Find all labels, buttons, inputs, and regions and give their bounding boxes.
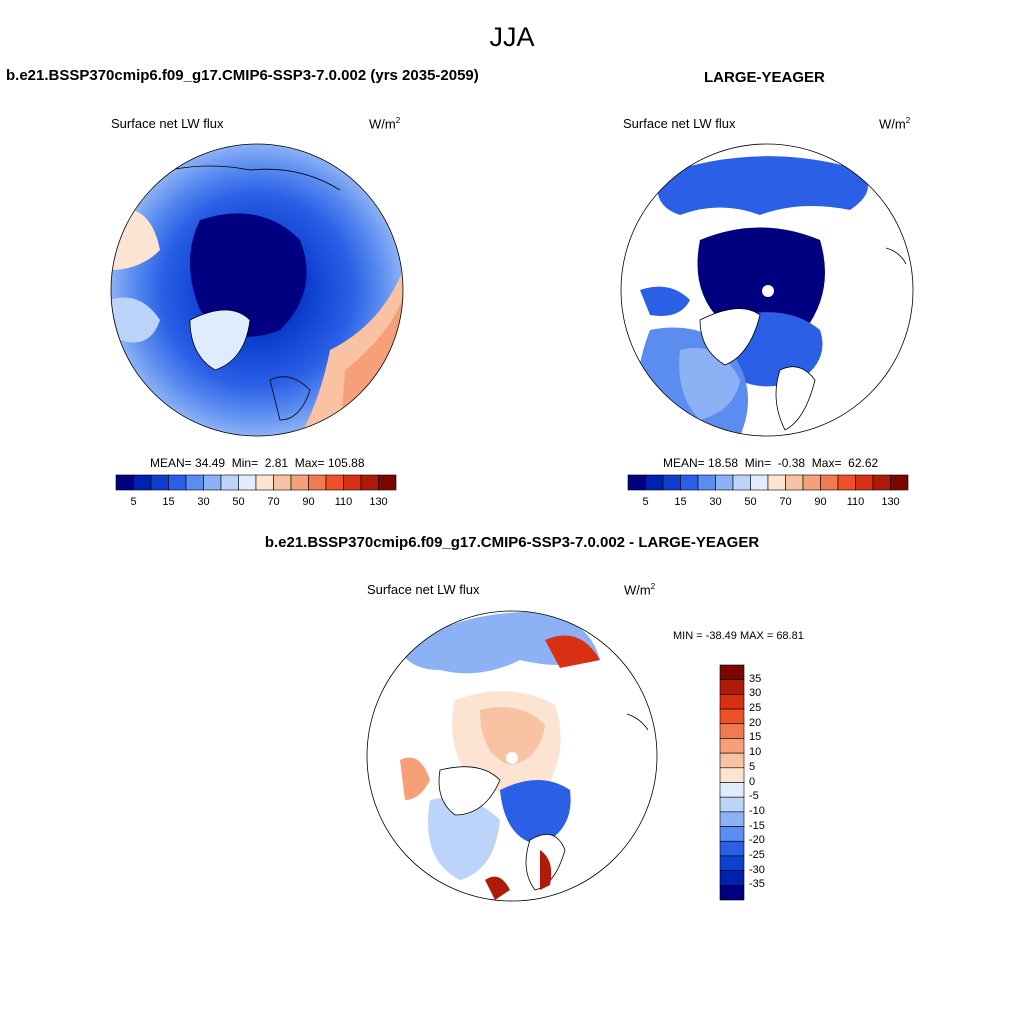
- left-colorbar-tick-label: 90: [302, 496, 315, 508]
- left-colorbar-tick-label: 110: [334, 496, 353, 508]
- left-panel-title: b.e21.BSSP370cmip6.f09_g17.CMIP6-SSP3-7.…: [6, 67, 479, 84]
- diff-map-border: [366, 610, 658, 902]
- diff-colorbar-box: [719, 708, 745, 725]
- left-colorbar-tick-label: 50: [232, 496, 245, 508]
- left-colorbar-tick-label: 15: [162, 496, 175, 508]
- diff-colorbar-ticks: 35 30 25 20 15 10 5 0 -5 -10 -15 -20 -25 -30 -35: [749, 665, 789, 900]
- diff-colorbar-tick-label: 10: [749, 746, 762, 759]
- diff-pacific-warm: [545, 635, 600, 668]
- left-colorbar-tick-label: 70: [267, 496, 280, 508]
- right-atlantic-light: [679, 348, 740, 420]
- left-colorbar-tick-label: 130: [369, 496, 388, 508]
- diff-colorbar-box: [719, 870, 745, 886]
- right-units-label: W/m2: [879, 116, 911, 132]
- right-greenland: [699, 308, 761, 366]
- left-colorbar-tick-label: 30: [197, 496, 210, 508]
- diff-panel-title: b.e21.BSSP370cmip6.f09_g17.CMIP6-SSP3-7.…: [264, 534, 760, 551]
- diff-colorbar-box: [719, 679, 745, 695]
- left-map-border: [110, 143, 404, 437]
- right-pole-hole: [762, 285, 774, 297]
- right-variable-label: Surface net LW flux: [623, 116, 736, 131]
- diff-colorbar-tick-label: 0: [749, 775, 756, 788]
- left-stats: MEAN= 34.49 Min= 2.81 Max= 105.88: [150, 456, 365, 470]
- right-colorbar-tick-label: 70: [779, 496, 792, 508]
- right-panel-title: LARGE-YEAGER: [704, 69, 825, 86]
- diff-colorbar-tick-label: 30: [749, 687, 762, 700]
- right-scandinavia: [775, 366, 816, 431]
- diff-colorbar-box: [719, 796, 745, 813]
- diff-colorbar: [719, 664, 745, 901]
- diff-colorbar-tick-label: 25: [749, 702, 762, 715]
- season-title: JJA: [489, 22, 535, 52]
- diff-coast-warm: [540, 850, 552, 890]
- right-colorbar-tick-label: 90: [814, 496, 827, 508]
- left-scandinavia-coast: [269, 376, 311, 421]
- diff-pacific-cool: [400, 611, 600, 674]
- diff-colorbar-box: [719, 855, 745, 871]
- left-variable-label: Surface net LW flux: [111, 116, 224, 131]
- right-coast-fragment: [885, 247, 907, 265]
- diff-colorbar-tick-label: -5: [749, 790, 759, 803]
- diff-colorbar-tick-label: 20: [749, 716, 762, 729]
- diff-arctic-warm-core: [480, 707, 545, 765]
- right-colorbar-ticks: 5 15 30 50 70 90 110 130: [628, 496, 908, 510]
- diff-greenland: [438, 766, 501, 816]
- left-colorbar-ticks: 5 15 30 50 70 90 110 130: [116, 496, 396, 510]
- diff-colorbar-tick-label: -10: [749, 804, 765, 817]
- right-colorbar-tick-label: 15: [674, 496, 687, 508]
- diff-hudson-warm: [400, 757, 430, 800]
- diff-colorbar-box: [719, 752, 745, 769]
- left-light-region: [111, 297, 160, 343]
- right-colorbar-tick-label: 50: [744, 496, 757, 508]
- diff-colorbar-tick-label: 15: [749, 731, 762, 744]
- right-map: [620, 143, 914, 437]
- right-colorbar-tick-label: 130: [881, 496, 900, 508]
- diff-colorbar-box: [719, 738, 745, 754]
- right-pacific-ocean: [657, 156, 868, 215]
- right-colorbar-tick-label: 110: [846, 496, 865, 508]
- right-colorbar-tick-label: 5: [642, 496, 649, 508]
- right-colorbar-box: [890, 474, 909, 491]
- diff-colorbar-box: [719, 782, 745, 798]
- diff-coast-warm-south: [485, 876, 510, 900]
- right-hudson-bay: [640, 286, 690, 316]
- diff-variable-label: Surface net LW flux: [367, 582, 480, 597]
- diff-coast-fragment: [626, 713, 649, 731]
- diff-colorbar-tick-label: -30: [749, 863, 765, 876]
- diff-colorbar-tick-label: -25: [749, 848, 765, 861]
- diff-minmax: MIN = -38.49 MAX = 68.81: [673, 630, 804, 642]
- left-colorbar: [115, 474, 397, 491]
- diff-colorbar-tick-label: -20: [749, 834, 765, 847]
- diff-colorbar-tick-label: -15: [749, 819, 765, 832]
- diff-barents-cool: [500, 780, 571, 845]
- right-colorbar-tick-label: 30: [709, 496, 722, 508]
- diff-colorbar-box: [719, 723, 745, 739]
- left-cold-core: [190, 213, 307, 337]
- left-units-label: W/m2: [369, 116, 401, 132]
- left-greenland: [189, 309, 251, 371]
- diff-colorbar-box: [719, 840, 745, 857]
- diff-units-label: W/m2: [624, 582, 656, 598]
- diff-colorbar-tick-label: -35: [749, 878, 765, 891]
- diff-pole-hole: [506, 752, 518, 764]
- left-coastline-north: [149, 165, 341, 191]
- right-map-border: [620, 143, 914, 437]
- diff-colorbar-box: [719, 664, 745, 680]
- left-map: [110, 143, 404, 437]
- diff-colorbar-tick-label: 5: [749, 760, 756, 773]
- diff-colorbar-tick-label: 35: [749, 672, 762, 685]
- left-colorbar-box: [378, 474, 397, 491]
- diff-colorbar-box: [719, 885, 745, 901]
- diff-colorbar-box: [719, 694, 745, 710]
- diff-atlantic-cool: [428, 797, 500, 880]
- right-arctic-ocean: [697, 227, 825, 336]
- diff-colorbar-box: [719, 811, 745, 827]
- right-stats: MEAN= 18.58 Min= -0.38 Max= 62.62: [663, 456, 879, 470]
- diff-colorbar-box: [719, 826, 745, 842]
- right-colorbar: [627, 474, 909, 491]
- left-colorbar-tick-label: 5: [130, 496, 137, 508]
- diff-colorbar-box: [719, 767, 745, 783]
